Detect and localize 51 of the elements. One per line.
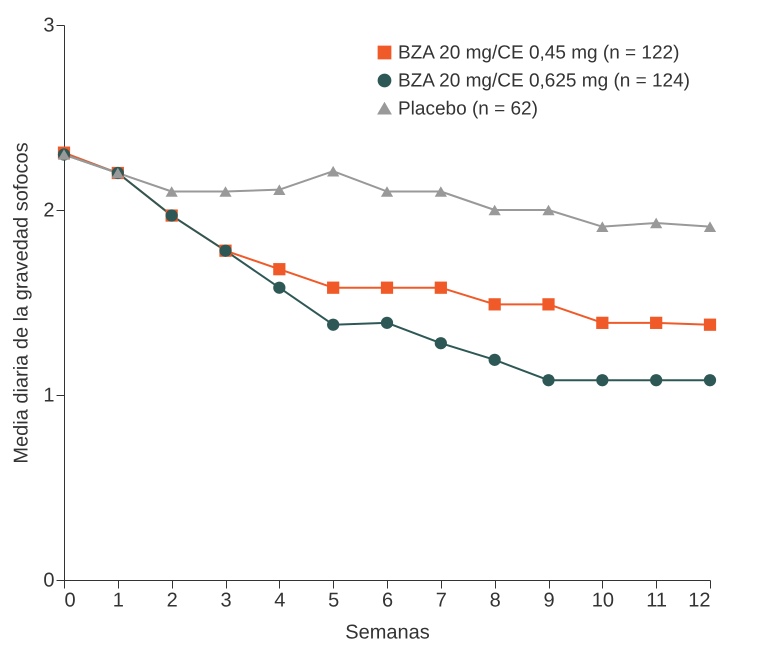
point: [596, 221, 608, 232]
y-tick-label: 2: [43, 200, 54, 222]
point: [166, 186, 178, 197]
point: [219, 186, 232, 197]
legend-label: BZA 20 mg/CE 0,625 mg (n = 124): [398, 70, 690, 92]
x-tick-label: 4: [274, 590, 286, 612]
point: [542, 298, 555, 310]
x-tick-label: 11: [646, 590, 668, 612]
y-tick-label: 3: [43, 14, 54, 36]
x-tick-label: 1: [112, 590, 124, 612]
point: [488, 298, 501, 310]
y-tick-label: 0: [43, 570, 54, 592]
legend-label: BZA 20 mg/CE 0,45 mg (n = 122): [398, 42, 680, 64]
x-tick-label: 0: [64, 590, 76, 612]
x-tick-label: 5: [328, 590, 340, 612]
point: [542, 374, 555, 386]
x-tick-label: 6: [382, 590, 394, 612]
point: [434, 186, 447, 197]
point: [273, 282, 286, 294]
x-tick-label: 3: [220, 590, 232, 612]
x-tick-label: 2: [166, 590, 178, 612]
point: [488, 354, 501, 366]
point: [650, 218, 662, 228]
point: [704, 318, 716, 331]
point: [434, 337, 447, 350]
point: [273, 263, 286, 276]
point: [273, 184, 286, 195]
point: [327, 318, 340, 331]
point: [650, 316, 662, 329]
point: [650, 374, 662, 386]
point: [380, 316, 394, 329]
point: [704, 374, 716, 386]
point: [542, 204, 555, 216]
x-axis-title: Semanas: [345, 622, 430, 644]
x-tick-label: 8: [490, 590, 501, 612]
point: [327, 282, 340, 294]
point: [596, 316, 608, 329]
point: [380, 282, 394, 294]
point: [380, 186, 394, 197]
x-tick-label: 10: [592, 590, 614, 612]
x-tick-label: 9: [543, 590, 555, 612]
y-axis-title: Media diaria de la gravedad sofocos: [10, 142, 32, 464]
legend-label: Placebo (n = 62): [398, 98, 538, 120]
point: [704, 221, 716, 232]
y-tick-label: 1: [43, 384, 54, 406]
x-tick-label: 12: [688, 590, 710, 612]
point: [434, 282, 447, 294]
x-tick-label: 7: [436, 590, 447, 612]
point: [596, 374, 608, 386]
point: [327, 166, 340, 176]
point: [488, 204, 501, 216]
